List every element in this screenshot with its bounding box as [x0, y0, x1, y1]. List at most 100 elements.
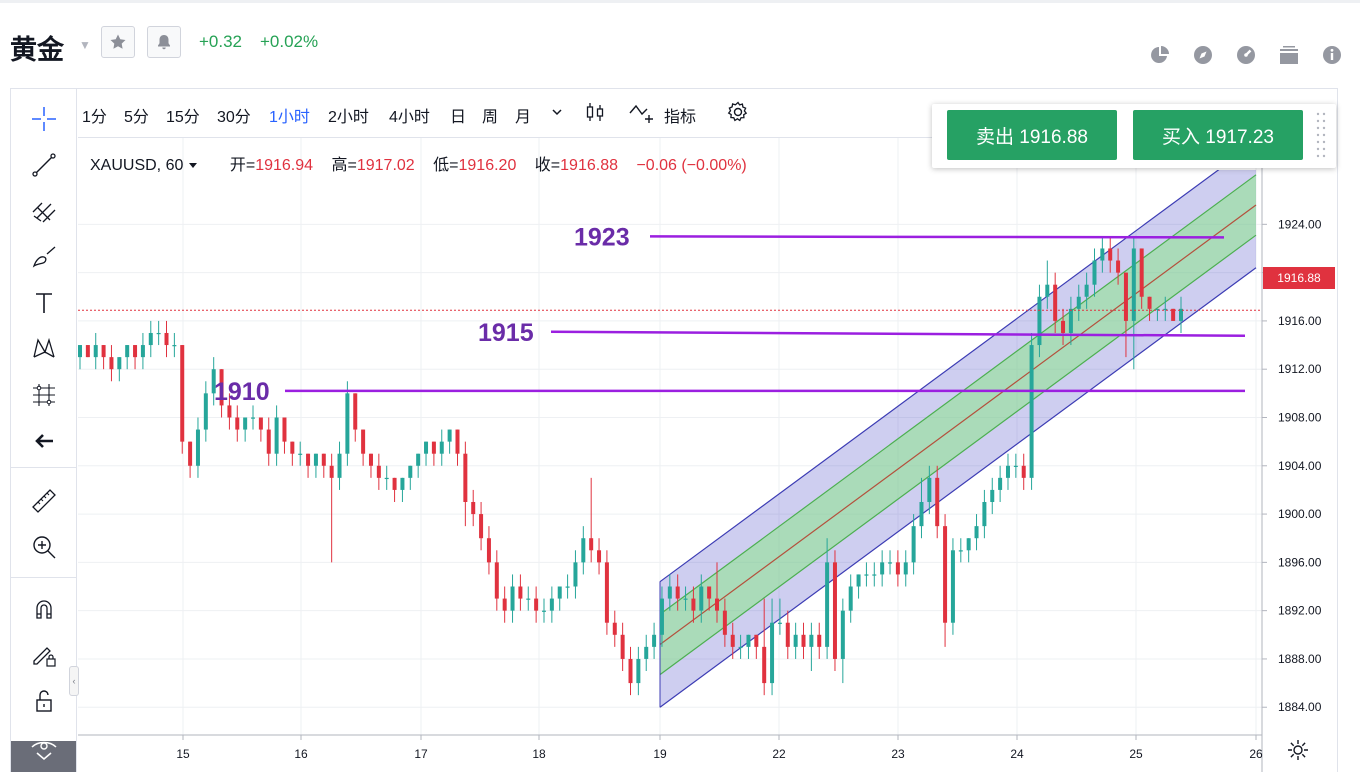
buy-button[interactable]: 买入 1917.23 — [1133, 110, 1303, 160]
legend-close: 1916.88 — [560, 157, 618, 174]
time-tick-label: 17 — [414, 747, 428, 761]
timeframe-30m[interactable]: 30分 — [217, 109, 251, 126]
candle-down — [494, 562, 499, 599]
brush-icon[interactable] — [28, 241, 60, 273]
candle-up — [274, 417, 279, 454]
sell-button[interactable]: 卖出 1916.88 — [947, 110, 1117, 160]
unlock-icon[interactable] — [28, 685, 60, 717]
candle-down — [801, 634, 806, 647]
candle-up — [1163, 308, 1168, 311]
candle-up — [903, 562, 908, 575]
legend-close-label: 收= — [534, 157, 561, 174]
candle-down — [832, 562, 837, 659]
candle-up — [990, 489, 995, 502]
candles-group — [78, 236, 1183, 696]
candle-up — [746, 634, 751, 647]
candle-down — [628, 658, 633, 684]
timeframe-day[interactable]: 日 — [450, 109, 467, 126]
back-arrow-icon[interactable] — [28, 425, 60, 457]
favorite-button[interactable] — [101, 26, 135, 58]
symbol-dropdown-icon[interactable]: ▼ — [79, 38, 91, 52]
price-tick-label: 1916.00 — [1278, 314, 1322, 328]
price-tick-label: 1884.00 — [1278, 700, 1322, 714]
annotation-label: 1910 — [214, 378, 270, 406]
timeframe-more-chevron-icon[interactable] — [544, 99, 570, 125]
timeframe-month[interactable]: 月 — [515, 109, 532, 126]
settings-gear-icon[interactable] — [725, 99, 751, 125]
timeframe-week[interactable]: 周 — [482, 109, 499, 126]
time-tick-label: 26 — [1249, 747, 1263, 761]
timeframe-5m[interactable]: 5分 — [124, 109, 149, 126]
candle-up — [1045, 284, 1050, 297]
bell-icon — [158, 35, 170, 50]
prediction-icon[interactable] — [28, 379, 60, 411]
time-tick-label: 24 — [1010, 747, 1024, 761]
symbol-title[interactable]: 黄金 — [10, 35, 64, 65]
drag-handle-icon[interactable] — [1314, 110, 1328, 162]
timeframe-15m[interactable]: 15分 — [166, 109, 200, 126]
candle-up — [856, 574, 861, 587]
candle-up — [793, 634, 798, 647]
candle-down — [455, 429, 460, 454]
ruler-icon[interactable] — [28, 485, 60, 517]
legend-open-label: 开= — [229, 157, 256, 174]
price-tick-label: 1912.00 — [1278, 362, 1322, 376]
candle-down — [471, 501, 476, 515]
candle-up — [211, 369, 216, 394]
price-tick-label: 1900.00 — [1278, 507, 1322, 521]
candle-up — [667, 586, 672, 599]
candle-down — [368, 453, 373, 466]
candle-up — [313, 453, 318, 466]
pattern-icon[interactable] — [28, 333, 60, 365]
candle-up — [424, 441, 429, 454]
top-border — [0, 0, 1360, 3]
indicators-icon[interactable] — [628, 99, 654, 125]
timeframe-2h[interactable]: 2小时 — [328, 109, 369, 126]
crosshair-icon[interactable] — [28, 103, 60, 135]
candle-up — [298, 453, 303, 455]
legend-ticker[interactable]: XAUUSD, 60 — [90, 157, 184, 174]
alert-button[interactable] — [147, 26, 181, 58]
change-percent: +0.02% — [260, 32, 319, 51]
eye-icon[interactable] — [28, 738, 60, 764]
indicators-label[interactable]: 指标 — [664, 109, 697, 126]
candle-down — [321, 453, 326, 466]
text-icon[interactable] — [28, 287, 60, 319]
candle-down — [1147, 296, 1152, 309]
candle-up — [738, 646, 743, 649]
candle-up — [998, 477, 1003, 490]
gauge-icon[interactable] — [1235, 44, 1257, 66]
timeframe-1h[interactable]: 1小时 — [269, 109, 310, 126]
candle-style-icon[interactable] — [582, 99, 608, 125]
info-icon[interactable] — [1321, 44, 1343, 66]
price-tick-label: 1892.00 — [1278, 604, 1322, 618]
timeframe-4h[interactable]: 4小时 — [389, 109, 430, 126]
magnet-icon[interactable] — [28, 593, 60, 625]
candle-down — [675, 586, 680, 599]
data-window-icon[interactable] — [1278, 44, 1300, 66]
pitchfork-icon[interactable] — [28, 195, 60, 227]
candle-down — [376, 465, 381, 478]
zoom-in-icon[interactable] — [28, 531, 60, 563]
ohlc-legend: XAUUSD, 60 开=1916.94 高=1917.02 低=1916.20… — [90, 151, 747, 175]
candle-up — [78, 345, 82, 358]
timeframe-1m[interactable]: 1分 — [82, 109, 107, 126]
compass-icon[interactable] — [1192, 44, 1214, 66]
channel-line — [659, 174, 1257, 615]
pie-chart-icon[interactable] — [1149, 44, 1171, 66]
chart-settings-icon[interactable] — [1286, 738, 1310, 762]
trade-panel: 卖出 1916.88 买入 1917.23 — [932, 104, 1336, 168]
candle-up — [400, 477, 405, 490]
collapse-toolbar-tab[interactable]: ‹ — [69, 666, 79, 696]
lock-drawing-icon[interactable] — [28, 639, 60, 671]
candle-down — [361, 429, 366, 454]
candle-down — [1139, 248, 1144, 297]
price-tick-label: 1924.00 — [1278, 217, 1322, 231]
candle-up — [573, 562, 578, 587]
trend-line-icon[interactable] — [28, 149, 60, 181]
price-tick-label: 1908.00 — [1278, 410, 1322, 424]
legend-dropdown-icon[interactable] — [189, 163, 198, 168]
candle-down — [85, 345, 90, 358]
